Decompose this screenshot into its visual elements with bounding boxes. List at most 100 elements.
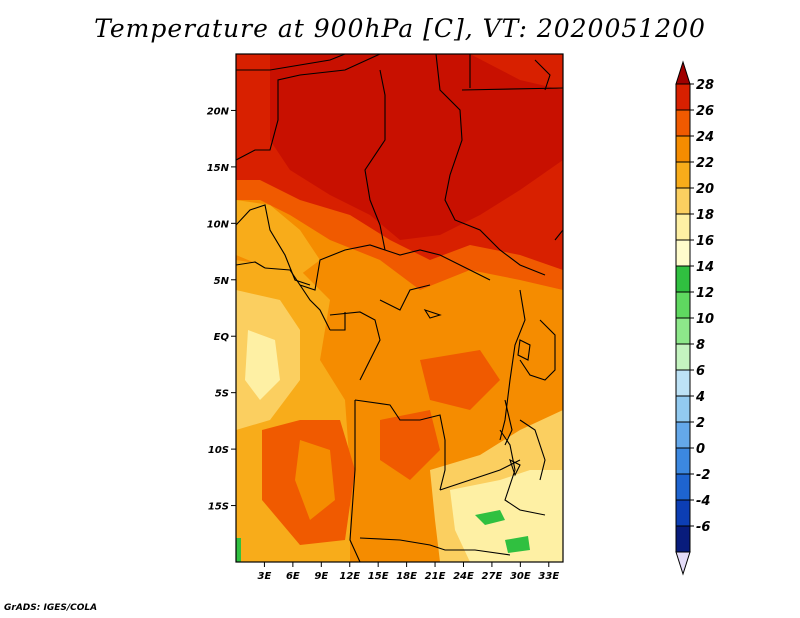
boundary-line [364,69,386,251]
lat-tick-label: 10S [208,445,229,456]
lon-tick-label: 9E [314,571,328,582]
boundary-line [519,419,546,481]
field-24-26-congo-south [380,410,440,480]
colorbar-level-label: 2 [696,416,705,431]
field-22-24-angola-core [295,440,335,520]
colorbar-box [675,187,691,215]
boundary-line [435,54,546,276]
map-title: Temperature at 900hPa [C], VT: 202005120… [94,14,706,43]
lon-tick-label: 3E [258,571,272,582]
colorbar-arrow-top [675,60,691,85]
latitude-axis: 20N 15N 10N 5N EQ 5S 10S 15S [207,106,236,513]
field-14-16-c [236,538,241,562]
lat-tick-label: 15N [207,163,230,174]
lon-tick-label: 12E [339,571,360,582]
map-boundaries [236,54,563,562]
grads-credit: GrADS: IGES/COLA [4,603,98,613]
boundary-line [236,261,266,269]
lake-outline [504,399,513,446]
lon-tick-label: 27E [482,571,503,582]
boundary-line [349,400,361,562]
colorbar-box [675,161,691,189]
lon-tick-label: 24E [453,571,474,582]
colorbar-box [675,343,691,371]
colorbar-box [675,447,691,475]
colorbar-box [675,395,691,423]
colorbar-box [675,109,691,137]
colorbar-box [675,239,691,267]
boundary-line [236,54,346,71]
colorbar-level-label: 10 [696,312,714,327]
boundary-line [439,459,521,491]
colorbar-box [675,369,691,397]
map-frame [235,53,564,563]
lat-tick-label: 20N [207,106,230,117]
boundary-line [354,399,446,491]
boundary-line [299,284,331,331]
colorbar-level-label: 26 [696,104,714,119]
colorbar-box [675,421,691,449]
lake-outline [509,458,521,477]
boundary-line [236,204,311,286]
field-28-plus-north [270,54,563,240]
colorbar-level-label: -4 [696,494,710,509]
colorbar-box [675,291,691,319]
colorbar-level-label: -2 [696,468,710,483]
lat-tick-label: 5N [214,276,230,287]
boundary-line [534,59,551,91]
colorbar-level-label: 16 [696,234,714,249]
field-16-18-southeast [450,470,563,562]
lake-outline [423,308,442,319]
lat-tick-label: 10N [207,219,230,230]
boundary-line [554,229,563,241]
lon-tick-label: 33E [538,571,559,582]
lon-tick-label: 30E [510,571,531,582]
colorbar-box [675,135,691,163]
boundary-line [461,87,563,91]
boundary-line [519,319,556,381]
colorbar-box [675,499,691,527]
field-16-18-coast [245,330,280,400]
colorbar-level-label: 20 [696,182,714,197]
boundary-line [330,312,346,331]
colorbar-level-label: 0 [696,442,705,457]
colorbar-level-label: 12 [696,286,714,301]
colorbar-box [675,265,691,293]
lon-tick-label: 6E [286,571,300,582]
lat-tick-label: EQ [214,332,230,343]
colorbar-level-label: -6 [696,520,710,535]
colorbar-box [675,473,691,501]
colorbar-level-label: 8 [696,338,705,353]
lat-tick-label: 5S [215,389,229,400]
colorbar-level-label: 14 [696,260,714,275]
boundary-line [329,311,381,381]
colorbar-level-label: 22 [696,156,714,171]
boundary-line [499,289,526,441]
colorbar-arrow-bottom [675,551,691,576]
lon-tick-label: 18E [396,571,417,582]
colorbar-level-label: 24 [696,130,714,145]
colorbar-box [675,213,691,241]
colorbar-box [675,525,691,553]
colorbar-level-label: 4 [695,390,705,405]
colorbar-level-label: 18 [696,208,714,223]
boundary-line [379,284,431,311]
field-14-16-a [475,510,505,525]
field-20-22-nigeria [236,200,320,275]
colorbar-box [675,317,691,345]
temperature-field [236,54,563,562]
longitude-axis: 3E 6E 9E 12E 15E 18E 21E 24E 27E 30E 33E [258,562,559,582]
boundary-line [499,429,546,516]
colorbar-box [675,83,691,111]
boundary-line [236,54,381,161]
lon-tick-label: 15E [368,571,389,582]
field-14-16-b [505,536,530,553]
lake-outline [517,339,531,361]
lat-tick-label: 15S [208,502,229,513]
field-24-26-congo-east [420,350,500,410]
colorbar-level-label: 6 [696,364,705,379]
boundary-line [359,537,511,556]
colorbar-level-label: 28 [696,78,714,93]
